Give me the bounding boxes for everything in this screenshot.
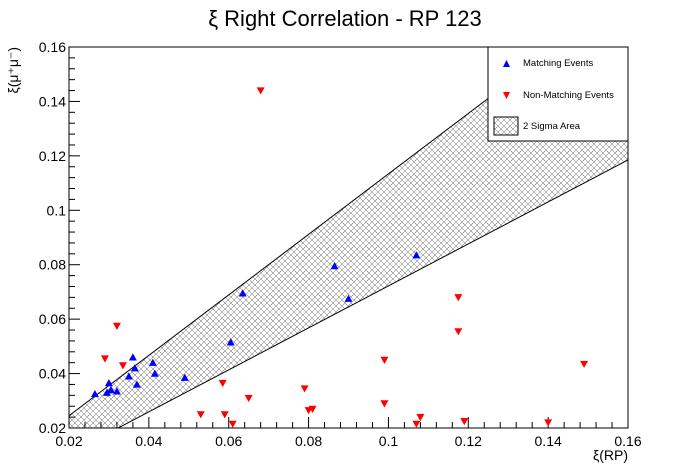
y-tick-label: 0.1 [47,202,67,218]
legend-non-matching-label: Non-Matching Events [523,90,614,101]
legend-matching-label: Matching Events [523,58,593,69]
y-tick-label: 0.08 [39,257,66,273]
matching-event-point [226,338,235,346]
y-axis: 0.02 0.04 0.06 0.08 0.1 0.12 0.14 0.16 [39,39,80,436]
non-matching-event-point [416,413,425,422]
y-tick-label: 0.04 [39,366,66,382]
matching-event-point [238,289,247,297]
non-matching-event-point [256,87,265,95]
band-lower-edge [117,159,628,428]
x-tick-label: 0.08 [295,433,322,449]
legend-non-matching-marker [503,92,510,99]
y-tick-label: 0.06 [39,311,66,327]
band-area [69,47,628,428]
x-tick-label: 0.16 [614,433,641,449]
non-matching-event-point [196,411,205,419]
non-matching-event-point [544,419,553,427]
x-tick-label: 0.02 [55,433,82,449]
non-matching-event-point [454,328,463,336]
plot-frame [68,46,629,429]
non-matching-event-point [460,417,469,426]
matching-event-point [104,379,113,387]
matching-event-point [90,389,99,398]
x-tick-label: 0.1 [379,433,399,449]
matching-event-point [124,372,133,380]
data-points [90,87,589,428]
non-matching-event-point [580,360,589,369]
matching-event-point [132,380,141,388]
non-matching-event-point [118,362,127,370]
matching-event-point [148,358,157,366]
matching-event-point [150,369,159,377]
matching-event-point [102,388,111,396]
x-tick-label: 0.12 [455,433,482,449]
y-tick-label: 0.16 [39,39,66,55]
matching-event-point [412,251,421,259]
chart-title: ξ Right Correlation - RP 123 [208,6,482,31]
legend-band-swatch [493,116,519,136]
matching-event-point [106,385,115,394]
non-matching-event-point [412,420,421,428]
matching-event-point [180,373,189,381]
matching-event-point [128,353,137,361]
non-matching-event-point [228,420,237,428]
matching-event-point [330,262,339,270]
non-matching-event-point [100,355,109,363]
x-tick-label: 0.04 [135,433,162,449]
matching-event-point [112,387,121,395]
y-tick-label: 0.02 [39,420,66,436]
non-matching-event-point [300,385,309,393]
y-tick-label: 0.12 [39,148,66,164]
x-axis-label: ξ(RP) [593,447,628,463]
non-matching-event-point [380,400,389,408]
matching-event-point [130,364,139,372]
matching-event-point [344,294,353,302]
y-axis-label: ξ(μ⁺μ⁻) [5,47,21,94]
non-matching-event-point [220,411,229,419]
non-matching-event-point [244,394,253,403]
y-tick-label: 0.14 [39,93,66,109]
non-matching-event-point [308,405,317,413]
legend-band-label: 2 Sigma Area [523,121,581,132]
non-matching-event-point [454,294,463,302]
non-matching-event-point [112,322,121,330]
non-matching-event-point [380,356,389,364]
legend: Matching Events Non-Matching Events 2 Si… [487,46,629,142]
legend-matching-marker [503,60,510,67]
non-matching-event-point [218,379,227,388]
x-tick-label: 0.14 [535,433,562,449]
x-tick-label: 0.06 [215,433,242,449]
x-axis: 0.02 0.04 0.06 0.08 0.1 0.12 0.14 0.16 [55,417,642,449]
